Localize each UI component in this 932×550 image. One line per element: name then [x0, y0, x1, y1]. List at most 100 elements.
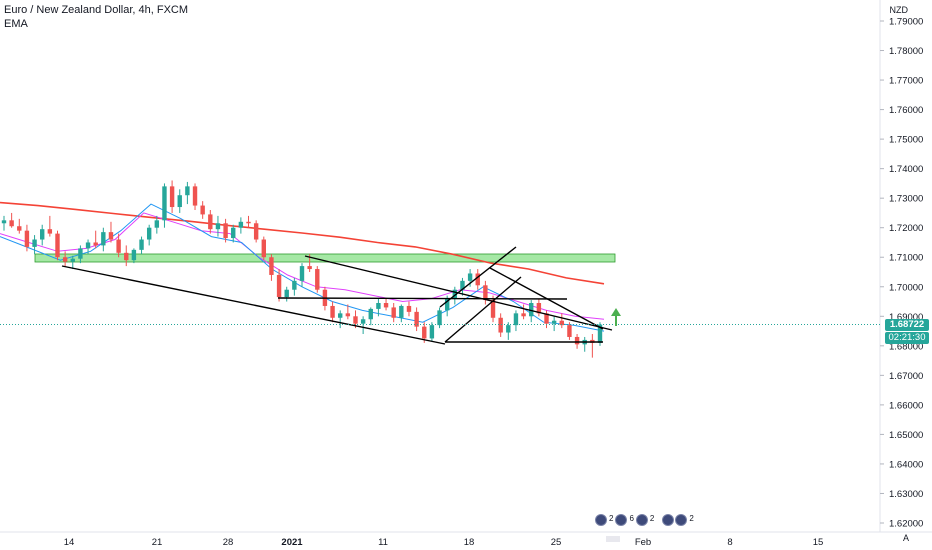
y-tick-label: 1.72000 — [889, 223, 923, 234]
x-tick-label: Feb — [635, 537, 651, 548]
candle-body — [131, 249, 137, 261]
y-tick-label: 1.74000 — [889, 164, 923, 175]
candle-body — [146, 227, 152, 240]
candle-body — [169, 186, 175, 208]
candle-body — [70, 258, 75, 262]
candle-body — [483, 285, 488, 301]
x-tick-label: 15 — [813, 537, 824, 548]
indicator-label[interactable]: EMA — [4, 18, 28, 30]
candle-body — [574, 336, 580, 345]
y-tick-label: 1.67000 — [889, 371, 923, 382]
candle-body — [429, 325, 435, 339]
candle-body — [368, 308, 373, 320]
y-tick-label: 1.79000 — [889, 17, 923, 28]
y-tick-label: 1.66000 — [889, 400, 923, 411]
candle-body — [246, 221, 251, 224]
candle-body — [200, 205, 205, 215]
trend-line — [489, 267, 604, 330]
candle-body — [208, 214, 213, 230]
candle-body — [40, 229, 45, 240]
candle-body — [124, 252, 129, 261]
x-tick-label: 11 — [378, 537, 388, 548]
event-count: 2 — [689, 514, 694, 523]
y-tick-label: 1.69000 — [889, 312, 923, 323]
candle-body — [345, 313, 351, 317]
candle-body — [47, 229, 53, 234]
candle-body — [513, 313, 519, 326]
ema-long-line — [0, 201, 605, 285]
x-tick-label: 25 — [551, 537, 562, 548]
candle-body — [376, 303, 381, 309]
x-tick-label: 8 — [727, 537, 732, 548]
candle-body — [536, 303, 542, 314]
y-tick-label: 1.76000 — [889, 105, 923, 116]
candle-body — [490, 300, 496, 318]
time-marker — [606, 536, 620, 542]
candle-body — [284, 289, 289, 298]
y-tick-label: 1.68000 — [889, 341, 923, 352]
y-tick-label: 1.78000 — [889, 46, 923, 57]
candle-body — [315, 269, 320, 290]
x-tick-label: 28 — [223, 537, 234, 548]
candle-body — [85, 242, 91, 249]
candle-body — [452, 289, 458, 299]
candle-body — [399, 305, 404, 318]
symbol-title[interactable]: Euro / New Zealand Dollar, 4h, FXCM — [4, 4, 189, 16]
candle-body — [559, 320, 564, 326]
candle-body — [567, 325, 572, 337]
event-flag-icon[interactable] — [675, 514, 688, 526]
candle-body — [1, 220, 7, 224]
event-flag-icon[interactable] — [595, 514, 607, 526]
candle-body — [437, 310, 442, 326]
candle-body — [460, 280, 465, 290]
candle-body — [55, 233, 60, 258]
y-tick-label: 1.75000 — [889, 135, 923, 146]
candle-body — [292, 280, 297, 290]
candle-body — [498, 317, 503, 333]
x-tick-label: 21 — [152, 537, 163, 548]
candle-body — [544, 313, 549, 324]
trend-line — [61, 265, 446, 345]
candle-body — [261, 239, 266, 258]
y-tick-label: 1.65000 — [889, 430, 923, 441]
candle-body — [444, 298, 450, 311]
candle-body — [506, 325, 511, 333]
candle-body — [78, 248, 83, 259]
chart-legend: Euro / New Zealand Dollar, 4h, FXCM EMA — [4, 3, 188, 31]
candle-body — [223, 223, 228, 239]
ema-short-line — [0, 203, 605, 332]
candle-body — [299, 266, 305, 281]
candle-body — [269, 257, 274, 275]
candle-body — [215, 223, 221, 230]
candle-body — [383, 303, 389, 308]
auto-scale-button[interactable]: A — [902, 533, 909, 543]
event-flag-icon[interactable] — [635, 514, 648, 526]
y-tick-label: 1.70000 — [889, 282, 923, 293]
event-flag-icon[interactable] — [662, 514, 675, 526]
countdown-badge: 02:21:30 — [885, 332, 929, 344]
candle-body — [276, 274, 282, 298]
candle-body — [108, 232, 114, 240]
candle-body — [406, 305, 412, 312]
candle-body — [360, 319, 366, 324]
candle-body — [177, 195, 182, 208]
candle-body — [139, 239, 144, 250]
candle-body — [422, 326, 427, 339]
candle-body — [353, 316, 358, 324]
up-arrow-icon — [611, 308, 621, 316]
candle-body — [391, 307, 396, 318]
candle-body — [154, 220, 160, 228]
candle-body — [185, 186, 190, 196]
current-price-badge: 1.68722 — [885, 319, 929, 331]
candle-body — [101, 232, 106, 246]
y-tick-label: 1.73000 — [889, 194, 923, 205]
y-tick-label: 1.63000 — [889, 489, 923, 500]
candle-body — [253, 223, 259, 240]
event-flag-icon[interactable] — [615, 514, 628, 526]
candle-body — [116, 239, 121, 253]
candle-body — [330, 305, 335, 318]
candle-body — [62, 257, 68, 262]
economic-events-strip[interactable]: 2 6 2 2 — [595, 514, 695, 526]
